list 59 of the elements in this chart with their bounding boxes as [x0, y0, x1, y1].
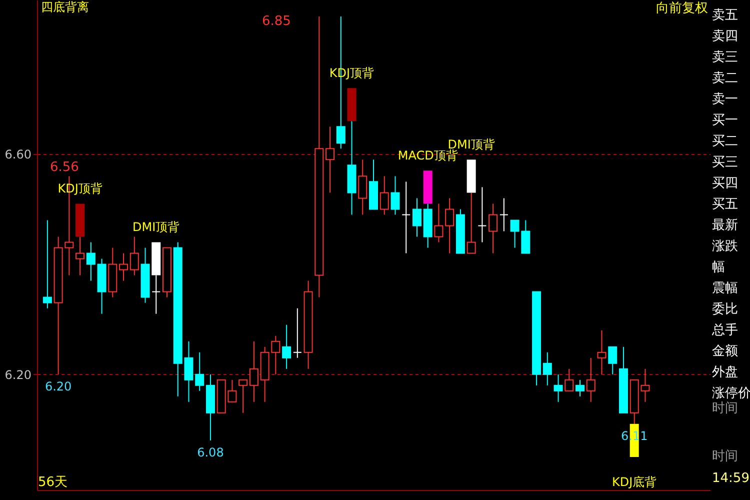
candlestick — [42, 220, 52, 309]
text: 卖四 — [712, 29, 738, 44]
candlestick — [576, 379, 585, 397]
text: 幅 — [712, 260, 725, 275]
text: 外盘 — [712, 365, 738, 380]
text: KDJ底背 — [612, 474, 657, 489]
series-label: DMI顶背 — [132, 220, 180, 234]
text: 买三 — [712, 155, 738, 170]
candlestick — [478, 186, 487, 243]
candlestick — [586, 357, 596, 402]
text: 总手 — [711, 323, 738, 338]
candlestick — [130, 236, 139, 276]
text: 涨跌 — [712, 239, 738, 254]
candlestick — [238, 379, 248, 414]
text: 时间 — [712, 401, 738, 416]
candlestick — [282, 324, 292, 370]
candlestick — [445, 198, 454, 254]
candlestick — [434, 203, 444, 243]
text: 买一 — [712, 113, 738, 128]
candlestick — [326, 126, 335, 194]
candlestick — [402, 181, 411, 254]
annotation: 6.56 — [50, 160, 79, 175]
candlestick — [608, 346, 618, 375]
text: 最新 — [712, 218, 738, 233]
candlestick — [119, 252, 128, 282]
text: 委比 — [712, 302, 738, 317]
annotation: 6.08 — [197, 445, 224, 460]
candlestick — [292, 308, 302, 358]
text: 卖三 — [712, 50, 738, 65]
text: 买五 — [712, 197, 738, 212]
text: 14:59 — [712, 471, 750, 486]
series-label: MACD顶背 — [398, 148, 458, 163]
candlestick — [597, 330, 606, 375]
candlestick — [499, 198, 508, 232]
candlestick — [554, 374, 563, 402]
y-tick-label: 6.60 — [4, 148, 32, 162]
candlestick — [249, 340, 258, 402]
chart-title: 四底背离 — [41, 0, 89, 14]
candlestick — [380, 176, 389, 216]
candlestick — [564, 368, 574, 392]
text: 买二 — [712, 134, 738, 149]
annotation: 6.85 — [262, 14, 291, 29]
text: 卖一 — [712, 92, 738, 107]
text: 卖五 — [712, 8, 738, 23]
candlestick — [390, 176, 400, 216]
text: 卖二 — [712, 71, 738, 86]
candlestick — [542, 352, 552, 386]
candlestick — [358, 159, 368, 216]
text: 向前复权 — [656, 1, 708, 16]
text: 时间 — [712, 449, 738, 464]
annotation: 6.20 — [44, 379, 72, 394]
candlestick — [412, 198, 422, 238]
text: 买四 — [712, 176, 738, 191]
annotation: 56天 — [38, 475, 68, 490]
text: 金额 — [712, 344, 738, 359]
candlestick — [195, 352, 204, 392]
text: 震幅 — [712, 281, 738, 296]
candlestick — [488, 203, 498, 254]
candlestick — [86, 242, 96, 282]
